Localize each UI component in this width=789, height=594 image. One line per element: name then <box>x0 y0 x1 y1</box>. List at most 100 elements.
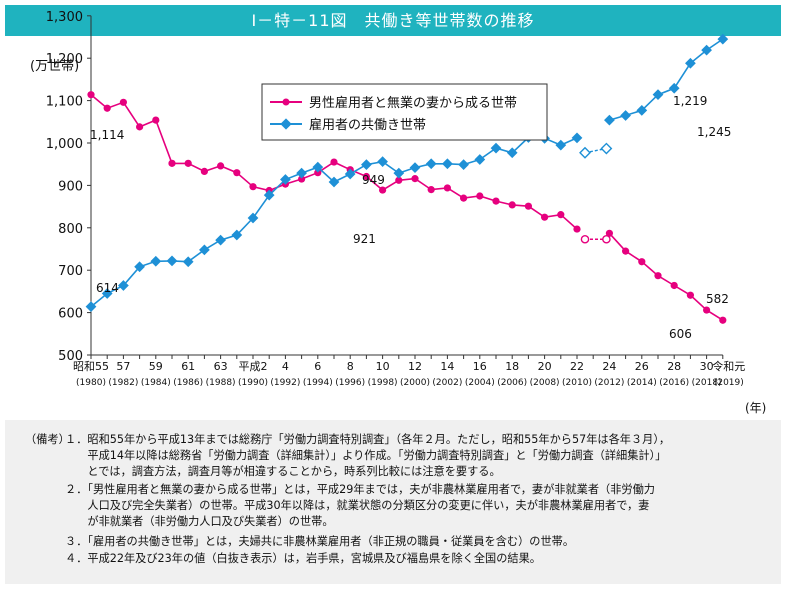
x-tick-year: (2018) <box>692 378 722 388</box>
series-1-point <box>524 202 533 210</box>
series-2-point <box>668 82 680 94</box>
series-2-point <box>199 244 210 256</box>
x-tick-label: 22 <box>570 360 584 373</box>
axes: 500 600 700 800 900 1,000 1,100 1,200 1,300 昭和55 (… <box>46 10 746 388</box>
x-tick-year: (1994) <box>303 378 333 388</box>
x-tick-label: 12 <box>408 360 422 373</box>
series-1-point <box>87 91 95 99</box>
x-axis-unit: (年) <box>745 401 766 415</box>
series-1-point <box>476 192 484 200</box>
series-1-point <box>443 184 451 192</box>
data-labels: 1,114 614 949 921 1,219 1,245 582 606 <box>90 94 731 341</box>
legend-label-series2: 雇用者の共働き世帯 <box>309 117 426 133</box>
x-tick-label: 61 <box>181 360 195 373</box>
series-2-point <box>361 159 372 170</box>
x-tick-label: 昭和55 <box>73 360 109 373</box>
x-tick-label: 18 <box>505 360 519 373</box>
x-tick-label: 令和元 <box>712 359 745 373</box>
x-tick-year: (1996) <box>335 378 365 388</box>
x-tick-label: 26 <box>635 360 649 373</box>
y-tick-label: 1,300 <box>46 10 83 25</box>
series-1-point <box>427 186 435 194</box>
series-1-point <box>168 159 176 167</box>
x-tick-label: 4 <box>282 360 289 373</box>
y-tick-label: 1,200 <box>46 52 83 67</box>
series-1-point <box>152 116 160 124</box>
series-1-point <box>541 213 549 221</box>
series-1-point <box>654 272 662 280</box>
x-tick-year: (1984) <box>141 378 171 388</box>
series-2-point <box>425 158 437 170</box>
series-2-point <box>393 167 405 179</box>
series-2-point <box>263 189 275 201</box>
y-tick-label: 700 <box>58 264 83 279</box>
legend-box <box>261 83 548 141</box>
x-tick-year: (1990) <box>238 378 268 388</box>
x-tick-year: (1988) <box>206 378 236 388</box>
series-1-point <box>719 316 727 324</box>
series-2-point <box>409 162 421 173</box>
y-tick-label: 800 <box>58 222 83 237</box>
series-2-point <box>247 212 259 224</box>
series-1-point <box>557 211 565 219</box>
series-1-point <box>605 229 614 237</box>
series-2-point <box>150 255 162 267</box>
series-2-point <box>717 33 729 45</box>
series-2-point <box>344 168 356 180</box>
series-1-point <box>508 201 516 209</box>
series-1-point <box>460 194 468 202</box>
x-tick-label: 59 <box>149 360 163 373</box>
series-layer <box>85 33 729 324</box>
y-tick-label: 1,000 <box>46 137 83 152</box>
series-2-hollow-point <box>600 142 613 155</box>
line-chart: (万世帯) (年) 500 600 700 800 900 1,000 1,100 1,200… <box>30 10 766 415</box>
y-axis-unit: (万世帯) <box>30 59 79 74</box>
legend: 男性雇用者と無業の妻から成る世帯 雇用者の共働き世帯 <box>261 83 548 141</box>
series-1-point <box>411 175 419 183</box>
series-1-point <box>395 176 403 184</box>
series-2-point <box>458 159 469 170</box>
label-1245: 1,245 <box>697 125 731 139</box>
series-1-point <box>249 183 257 191</box>
x-tick-year: (1980) <box>76 378 106 388</box>
notes-prefix: （備考） <box>25 433 70 446</box>
series-1-point <box>298 175 306 183</box>
series-1-point <box>703 306 711 314</box>
series-1-point <box>362 172 370 181</box>
series-1-point <box>103 104 111 112</box>
series-2-point <box>490 142 502 154</box>
series-1-hollow-point <box>602 234 611 244</box>
series-1-point <box>638 258 646 266</box>
x-tick-year: (1986) <box>173 378 203 388</box>
y-tick-label: 600 <box>58 307 83 322</box>
series-1-hollow-point <box>580 234 590 244</box>
series-1-point <box>119 98 127 106</box>
legend-label-series1: 男性雇用者と無業の妻から成る世帯 <box>309 95 517 111</box>
x-tick-year: (1982) <box>108 378 138 388</box>
x-tick-year: (2019) <box>714 378 744 388</box>
note-4: ４．平成22年及び23年の値（白抜き表示）は，岩手県，宮城県及び福島県を除く全国… <box>65 552 541 565</box>
series-2-hollow-point <box>579 146 591 159</box>
series-2-point <box>101 288 113 299</box>
label-606: 606 <box>669 327 692 341</box>
x-tick-label: 平成2 <box>239 360 268 373</box>
x-tick-year: (2012) <box>594 378 624 388</box>
x-tick-label: 10 <box>376 360 390 373</box>
x-tick-year: (2000) <box>400 378 430 388</box>
series-1-point <box>686 291 695 299</box>
x-tick-label: 20 <box>538 360 552 373</box>
notes-box: （備考） １．昭和55年から平成13年までは総務庁「労働力調査特別調査」（各年２… <box>5 420 781 584</box>
series-2-point <box>280 174 291 185</box>
y-tick-label: 1,100 <box>46 95 83 110</box>
series-1-point <box>136 123 144 131</box>
label-614: 614 <box>96 281 119 295</box>
series-1-point <box>670 281 678 290</box>
series-1-point <box>492 197 500 205</box>
series-2-point <box>555 139 567 151</box>
series-2-point <box>474 154 486 165</box>
x-tick-label: 6 <box>314 360 321 373</box>
series-2-point <box>685 57 696 69</box>
x-tick-year: (2010) <box>562 378 592 388</box>
legend-marker-series1 <box>282 98 290 106</box>
x-tick-label: 14 <box>440 360 454 373</box>
